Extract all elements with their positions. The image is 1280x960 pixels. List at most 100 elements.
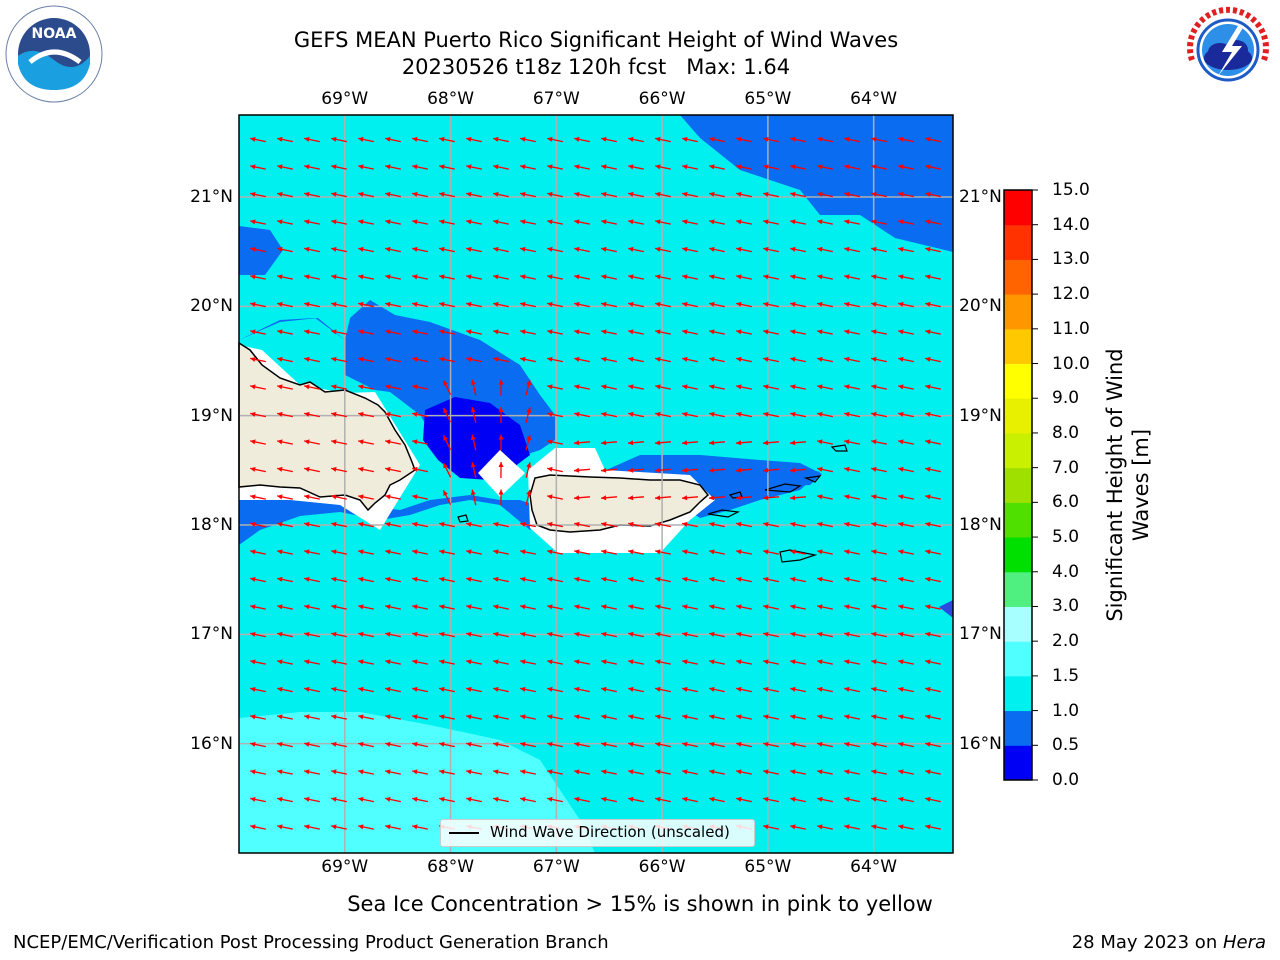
wave-arrow-head xyxy=(628,769,634,775)
wave-arrow-head xyxy=(466,686,472,692)
lon-label-top: 65°W xyxy=(744,89,792,109)
wave-arrow-head xyxy=(277,411,283,417)
wave-arrow-head xyxy=(493,576,499,582)
wave-arrow-head xyxy=(790,796,796,802)
wave-arrow-head xyxy=(520,604,526,610)
wave-arrow-head xyxy=(385,219,391,225)
wave-arrow-head xyxy=(250,824,256,830)
wave-arrow-head xyxy=(385,521,391,527)
wave-arrow-head xyxy=(520,329,526,335)
wave-arrow-head xyxy=(898,356,904,362)
wave-arrow-head xyxy=(498,434,504,440)
wave-arrow-head xyxy=(358,659,364,665)
wave-arrow-head xyxy=(655,301,661,307)
wave-arrow-head xyxy=(412,164,418,170)
wave-arrow-head xyxy=(628,549,634,555)
wave-arrow-head xyxy=(898,219,904,225)
wave-arrow-head xyxy=(925,686,931,692)
wave-arrow-head xyxy=(574,356,580,362)
wave-arrow-head xyxy=(250,494,256,500)
legend-label: Wind Wave Direction (unscaled) xyxy=(490,823,730,841)
wave-arrow-head xyxy=(898,686,904,692)
wave-arrow-head xyxy=(628,356,634,362)
wave-arrow-head xyxy=(466,219,472,225)
wave-arrow-head xyxy=(790,604,796,610)
wave-arrow-head xyxy=(736,301,742,307)
wave-arrow-head xyxy=(250,741,256,747)
wave-arrow-head xyxy=(439,631,445,637)
wave-arrow-head xyxy=(763,631,769,637)
wave-arrow-head xyxy=(844,356,850,362)
wave-arrow-head xyxy=(277,576,283,582)
wave-arrow-head xyxy=(844,411,850,417)
wave-arrow-head xyxy=(250,576,256,582)
wave-arrow-head xyxy=(331,494,337,500)
wave-arrow-head xyxy=(790,246,796,252)
wave-arrow-head xyxy=(277,246,283,252)
wave-arrow-head xyxy=(898,824,904,830)
wave-arrow-head xyxy=(250,796,256,802)
wave-arrow-head xyxy=(682,191,688,197)
wave-arrow-head xyxy=(628,329,634,335)
wave-arrow-head xyxy=(331,191,337,197)
wave-arrow-head xyxy=(682,495,688,501)
wave-arrow-head xyxy=(898,439,904,445)
wave-arrow-head xyxy=(817,769,823,775)
wave-arrow-head xyxy=(520,246,526,252)
wave-arrow-head xyxy=(439,219,445,225)
wave-arrow-head xyxy=(304,796,310,802)
wave-arrow-head xyxy=(574,714,580,720)
wave-arrow-head xyxy=(844,466,850,472)
wave-arrow-head xyxy=(574,467,580,473)
wave-arrow-head xyxy=(655,411,661,417)
wave-arrow-head xyxy=(331,631,337,637)
wave-arrow-head xyxy=(547,686,553,692)
lon-label-bottom: 64°W xyxy=(850,857,898,877)
wave-arrow-head xyxy=(925,301,931,307)
wave-arrow-head xyxy=(304,246,310,252)
wave-arrow-head xyxy=(439,329,445,335)
wave-arrow-head xyxy=(898,301,904,307)
wave-arrow-head xyxy=(709,769,715,775)
wave-arrow-head xyxy=(331,246,337,252)
wave-arrow-head xyxy=(574,495,580,501)
wave-arrow-head xyxy=(871,246,877,252)
wave-arrow-head xyxy=(493,714,499,720)
wave-arrow-head xyxy=(498,489,504,495)
wave-arrow-head xyxy=(277,301,283,307)
wave-arrow-head xyxy=(466,274,472,280)
wave-arrow-head xyxy=(470,434,476,441)
wave-arrow-head xyxy=(250,604,256,610)
wave-arrow-head xyxy=(412,824,418,830)
wave-arrow-head xyxy=(736,219,742,225)
wave-arrow-head xyxy=(331,796,337,802)
wave-arrow-head xyxy=(520,686,526,692)
wave-arrow-head xyxy=(655,549,661,555)
wave-arrow-head xyxy=(682,219,688,225)
wave-arrow-head xyxy=(547,246,553,252)
wave-arrow-head xyxy=(709,191,715,197)
wave-arrow-head xyxy=(526,379,532,386)
wave-arrow-head xyxy=(871,576,877,582)
wave-arrow-head xyxy=(655,246,661,252)
wave-arrow-head xyxy=(790,329,796,335)
hispaniola-land xyxy=(238,341,416,512)
wave-arrow-head xyxy=(790,164,796,170)
wave-arrow-head xyxy=(574,631,580,637)
wave-arrow-head xyxy=(898,521,904,527)
wave-arrow-head xyxy=(763,356,769,362)
wave-arrow-head xyxy=(817,219,823,225)
wave-arrow-head xyxy=(547,356,553,362)
wave-arrow-head xyxy=(871,136,877,142)
wave-arrow-head xyxy=(331,466,337,472)
wave-arrow-head xyxy=(412,604,418,610)
wave-arrow-head xyxy=(709,274,715,280)
colorbar-segment xyxy=(1004,398,1032,434)
wave-arrow-head xyxy=(709,741,715,747)
wave-arrow-head xyxy=(547,329,553,335)
wave-arrow-head xyxy=(385,329,391,335)
lat-label-left: 19°N xyxy=(190,405,233,426)
wave-arrow-head xyxy=(736,631,742,637)
wave-arrow-head xyxy=(526,489,532,496)
